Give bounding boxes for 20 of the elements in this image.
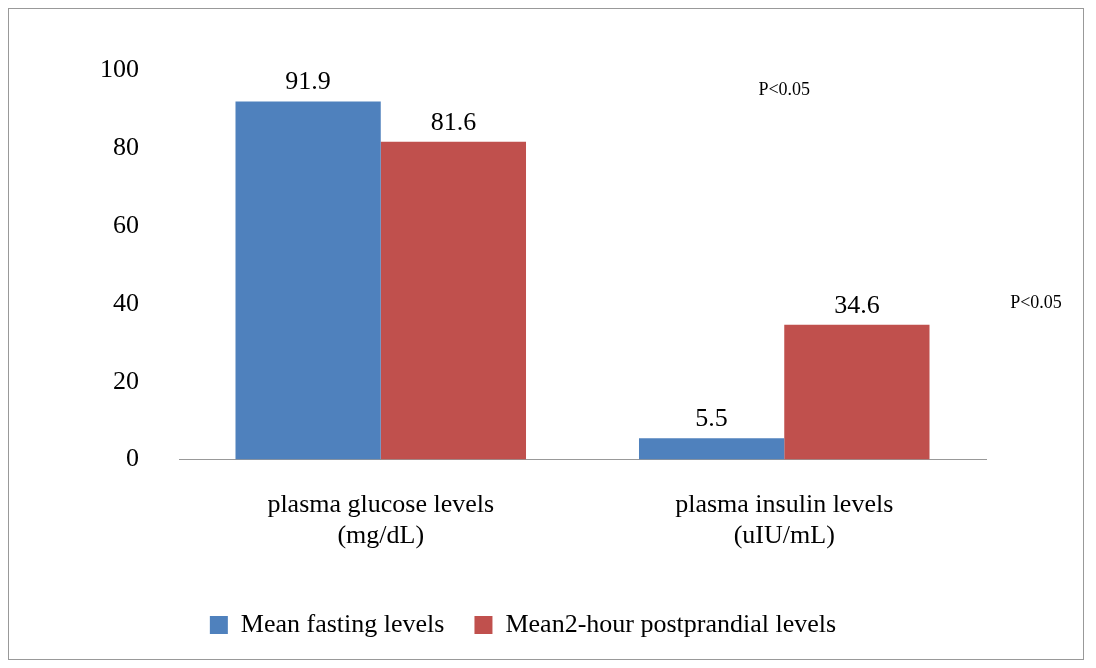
x-tick-label: plasma insulin levels (uIU/mL)	[675, 489, 894, 550]
y-tick-label: 20	[113, 365, 139, 395]
legend-label: Mean fasting levels	[240, 608, 445, 638]
data-label: 34.6	[834, 289, 880, 319]
y-tick-label: 60	[113, 209, 139, 239]
data-label: 5.5	[695, 403, 728, 432]
y-tick-label: 40	[113, 287, 139, 317]
data-label: 91.9	[285, 66, 331, 96]
y-tick-label: 100	[100, 53, 139, 83]
text: P<0.05	[1010, 292, 1062, 313]
bar	[380, 141, 527, 460]
annotation: P<0.05	[758, 78, 811, 99]
data-label: 81.6	[430, 106, 477, 136]
bar	[638, 438, 785, 460]
bar	[235, 101, 381, 460]
bar	[784, 324, 930, 460]
legend-label: Mean2-hour postprandial levels	[505, 608, 837, 638]
y-tick-label: 80	[113, 131, 139, 161]
x-tick-label: plasma glucose levels (mg/dL)	[267, 489, 495, 550]
y-tick-label: 0	[126, 443, 139, 473]
